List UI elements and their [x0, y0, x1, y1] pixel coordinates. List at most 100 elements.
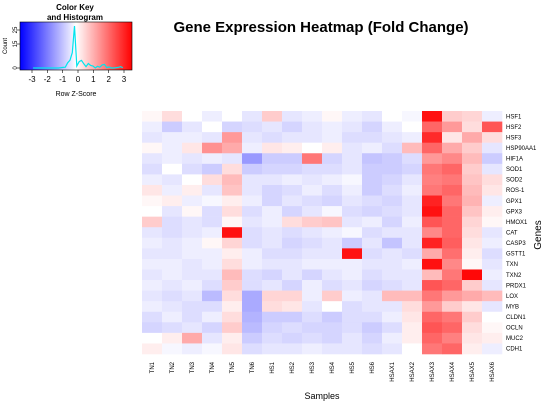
heatmap-cell: [202, 195, 223, 207]
heatmap-cell: [202, 332, 223, 344]
heatmap-cell: [382, 258, 403, 270]
heatmap-cell: [382, 248, 403, 260]
heatmap-cell: [342, 111, 363, 122]
heatmap-cell: [142, 258, 163, 270]
color-key-title-line2: and Histogram: [47, 13, 103, 22]
heatmap-cell: [382, 142, 403, 154]
x-axis-label: Samples: [304, 391, 340, 401]
heatmap-cell: [262, 163, 283, 175]
heatmap-cell: [322, 227, 343, 239]
row-label: HMOX1: [506, 220, 528, 226]
heatmap-cell: [402, 248, 423, 260]
heatmap-cell: [382, 111, 403, 122]
heatmap-cell: [462, 206, 483, 217]
heatmap-cell: [322, 111, 343, 122]
heatmap-cell: [462, 269, 483, 281]
row-label: ROS-1: [506, 188, 525, 194]
heatmap-cell: [362, 227, 383, 239]
heatmap-cell: [442, 280, 463, 291]
heatmap-cell: [242, 206, 263, 217]
heatmap-cell: [182, 301, 203, 313]
heatmap-cell: [462, 290, 483, 302]
column-label: HSAX2: [410, 361, 416, 381]
heatmap-cell: [382, 237, 403, 249]
color-key-x-tick-label: -3: [28, 75, 36, 84]
heatmap-cell: [162, 280, 183, 291]
heatmap-cell: [182, 227, 203, 239]
heatmap-cell: [142, 227, 163, 239]
heatmap-cell: [162, 121, 183, 133]
heatmap-cell: [242, 322, 263, 334]
heatmap-cell: [302, 301, 323, 313]
column-label: HSAX4: [450, 361, 456, 381]
heatmap-cell: [322, 153, 343, 165]
heatmap-cell: [262, 174, 283, 186]
heatmap-cell: [282, 153, 303, 165]
heatmap-cell: [362, 280, 383, 291]
heatmap-cell: [202, 248, 223, 260]
heatmap-cell: [442, 153, 463, 165]
heatmap-cell: [142, 184, 163, 196]
heatmap-cell: [162, 227, 183, 239]
column-label: HS4: [330, 361, 336, 373]
heatmap-cell: [222, 216, 243, 228]
heatmap-cell: [162, 216, 183, 228]
y-axis-label: Genes: [533, 220, 544, 249]
heatmap-cell: [222, 142, 243, 154]
heatmap-cell: [242, 301, 263, 313]
row-label: GPX1: [506, 199, 523, 205]
heatmap-cell: [382, 206, 403, 217]
heatmap-cell: [282, 111, 303, 122]
heatmap-cell: [182, 311, 203, 323]
row-label: LOX: [506, 294, 518, 300]
heatmap-cell: [442, 258, 463, 270]
heatmap-cell: [402, 237, 423, 249]
color-key-y-tick-label: 25: [13, 26, 19, 33]
heatmap-cell: [462, 174, 483, 186]
heatmap-cell: [342, 206, 363, 217]
row-label: HIF1A: [506, 157, 523, 163]
heatmap-cell: [142, 111, 163, 122]
row-label: OCLN: [506, 326, 523, 332]
heatmap-cell: [222, 311, 243, 323]
heatmap-cell: [422, 174, 443, 186]
row-label: SOD2: [506, 178, 523, 184]
heatmap-cell: [342, 322, 363, 334]
heatmap-cell: [302, 332, 323, 344]
heatmap-cell: [382, 343, 403, 355]
heatmap-cell: [182, 322, 203, 334]
heatmap-cell: [142, 153, 163, 165]
heatmap-cell: [422, 322, 443, 334]
heatmap-cell: [302, 132, 323, 143]
heatmap-cell: [362, 269, 383, 281]
heatmap-cell: [322, 322, 343, 334]
column-labels: TN1 TN2 TN3 TN4 TN5 TN6 HS1 HS2 HS3 HS4 HS5 HS6 HSAX…: [150, 361, 496, 381]
heatmap-cell: [222, 132, 243, 143]
heatmap-cell: [242, 227, 263, 239]
heatmap-cell: [442, 269, 463, 281]
heatmap-cell: [342, 343, 363, 355]
row-label: MYB: [506, 304, 519, 310]
heatmap-cell: [422, 121, 443, 133]
heatmap-cell: [162, 258, 183, 270]
heatmap-cell: [442, 343, 463, 355]
color-key-y-tick-label: 15: [13, 40, 19, 47]
heatmap-cell: [262, 248, 283, 260]
heatmap-cell: [182, 248, 203, 260]
color-key-x-tick-label: -1: [59, 75, 67, 84]
heatmap-cell: [402, 280, 423, 291]
heatmap-cell: [282, 343, 303, 355]
heatmap-cell: [242, 216, 263, 228]
heatmap-cell: [282, 195, 303, 207]
heatmap-cell: [322, 301, 343, 313]
heatmap-cell: [202, 269, 223, 281]
heatmap-cell: [282, 248, 303, 260]
heatmap-cell: [382, 311, 403, 323]
heatmap-cell: [182, 174, 203, 186]
heatmap-cell: [462, 216, 483, 228]
heatmap-cell: [262, 343, 283, 355]
heatmap-cell: [442, 163, 463, 175]
heatmap-cell: [402, 332, 423, 344]
